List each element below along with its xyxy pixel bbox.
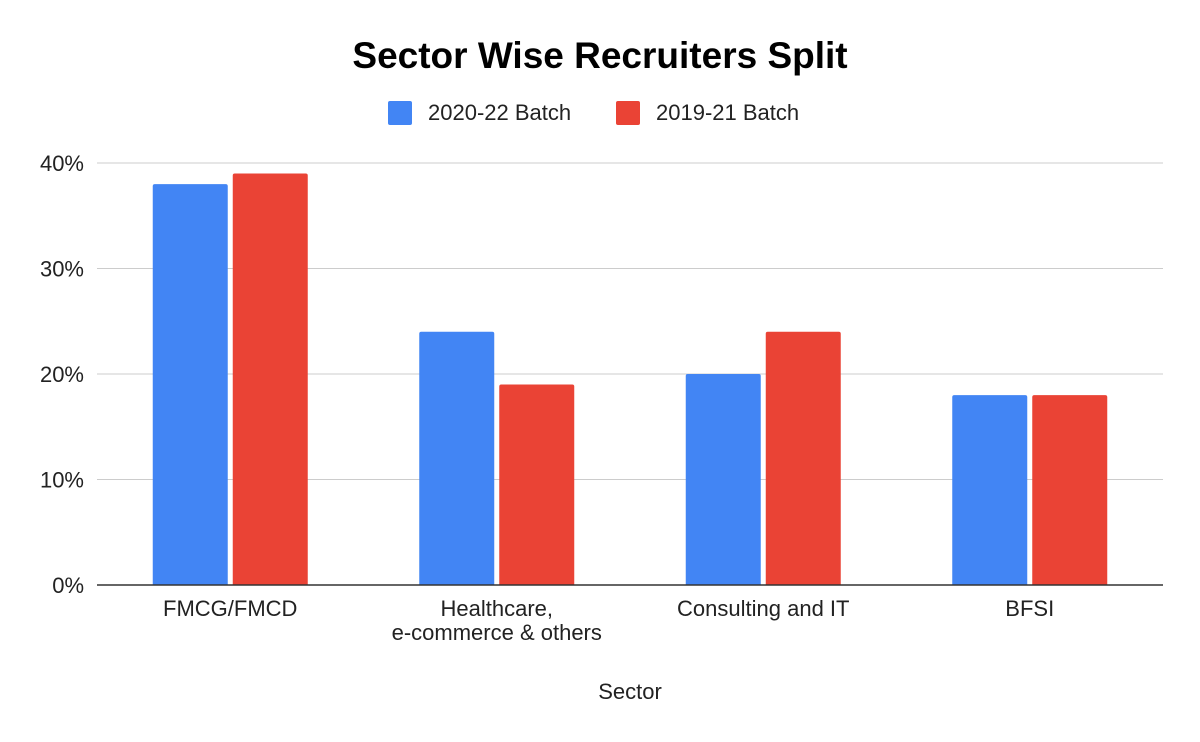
x-category-label: Healthcare, e-commerce & others [392, 596, 602, 645]
bar [152, 184, 228, 585]
bar [499, 384, 575, 585]
bar [765, 331, 841, 585]
legend-swatch [388, 101, 412, 125]
y-axis-ticks: 0% 10% 20% 30% 40% [40, 151, 84, 598]
bar [952, 395, 1028, 585]
bars [152, 173, 1108, 586]
x-axis-title: Sector [598, 679, 662, 704]
chart-title: Sector Wise Recruiters Split [352, 35, 847, 76]
y-tick-label: 30% [40, 257, 84, 282]
x-axis-categories: FMCG/FMCD Healthcare, e-commerce & others C… [163, 596, 1054, 645]
legend-label: 2019-21 Batch [656, 100, 799, 125]
legend: 2020-22 Batch 2019-21 Batch [388, 100, 799, 125]
bar [1032, 395, 1108, 585]
y-tick-label: 10% [40, 468, 84, 493]
y-tick-label: 0% [52, 573, 84, 598]
y-tick-label: 40% [40, 151, 84, 176]
legend-item: 2020-22 Batch [388, 100, 571, 125]
x-category-label: Consulting and IT [677, 596, 849, 621]
legend-swatch [616, 101, 640, 125]
x-category-label: FMCG/FMCD [163, 596, 297, 621]
y-tick-label: 20% [40, 362, 84, 387]
bar [419, 331, 495, 585]
legend-item: 2019-21 Batch [616, 100, 799, 125]
bar [685, 374, 761, 585]
legend-label: 2020-22 Batch [428, 100, 571, 125]
bar [232, 173, 308, 586]
x-category-label: BFSI [1005, 596, 1054, 621]
